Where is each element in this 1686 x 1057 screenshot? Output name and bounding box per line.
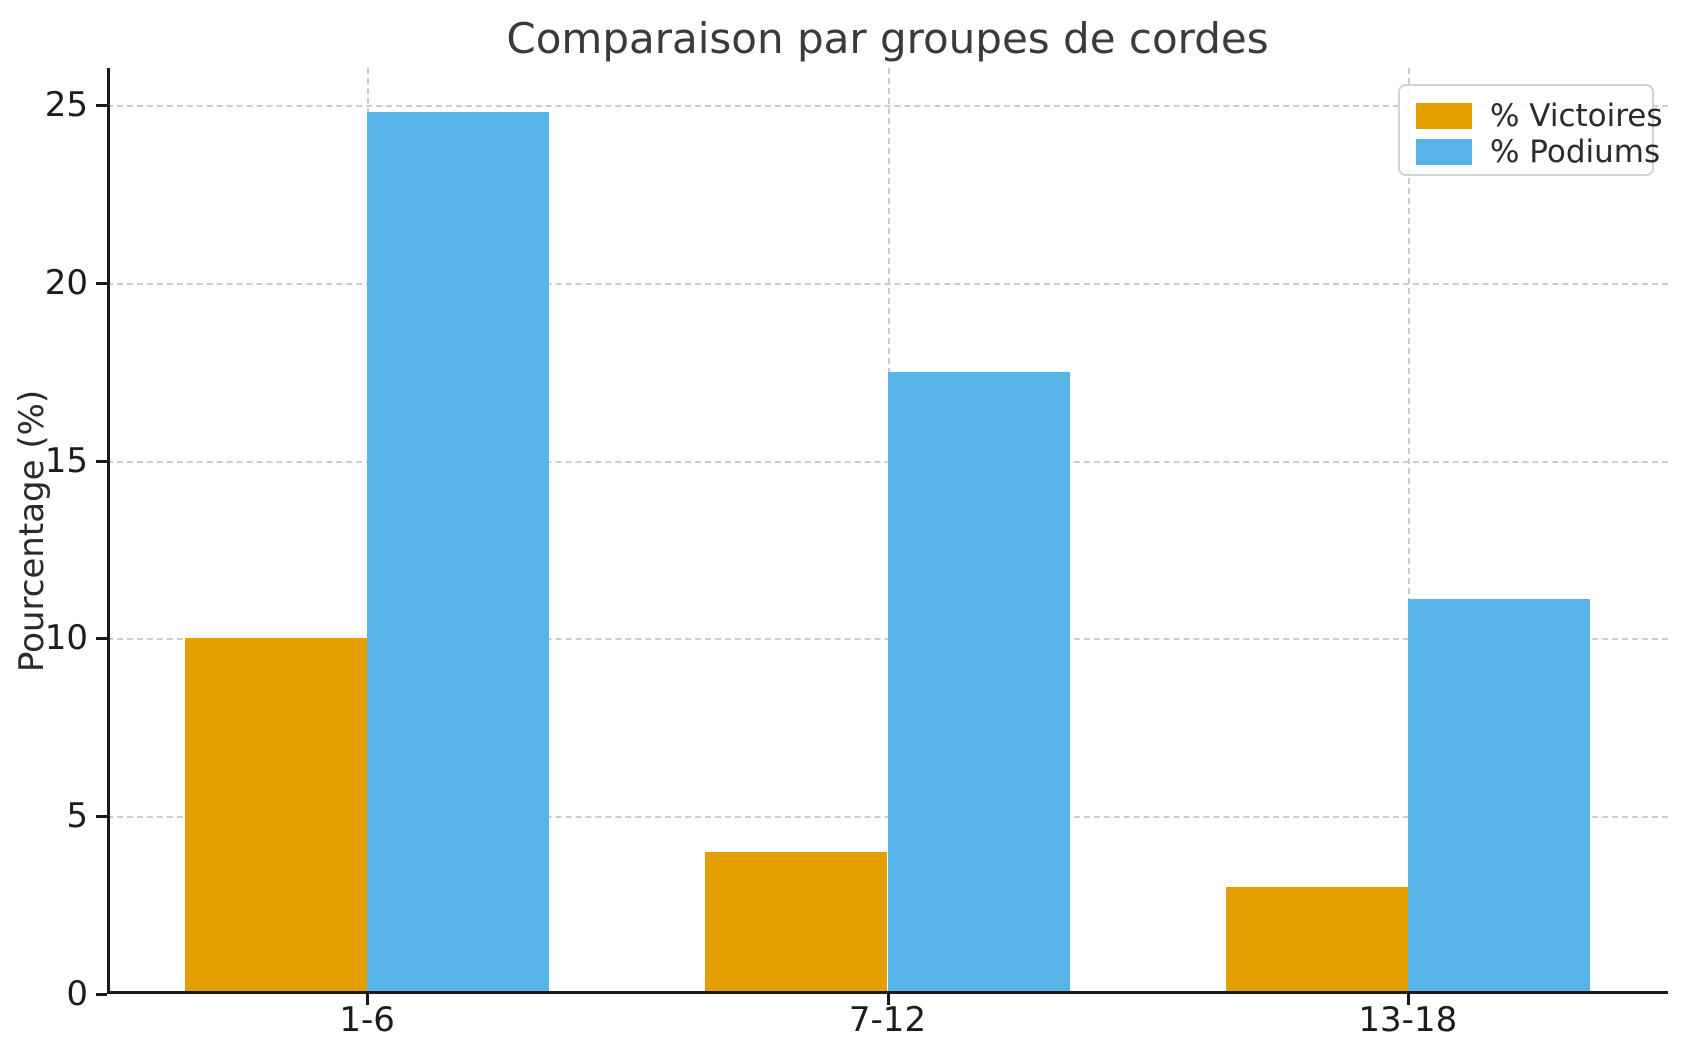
y-tick-mark bbox=[96, 637, 107, 641]
x-axis-spine bbox=[107, 991, 1668, 994]
x-gridline bbox=[1407, 68, 1410, 994]
y-tick-label: 15 bbox=[44, 440, 88, 481]
legend-swatch-victoires bbox=[1416, 103, 1472, 129]
bar--podiums-1-6 bbox=[367, 112, 550, 994]
y-tick-mark bbox=[96, 103, 107, 107]
y-tick-label: 10 bbox=[44, 618, 88, 659]
y-axis-spine bbox=[107, 68, 110, 994]
x-tick-label: 13-18 bbox=[1358, 1000, 1458, 1040]
bar--victoires-7-12 bbox=[705, 851, 888, 994]
x-tick-label: 7-12 bbox=[848, 1000, 927, 1040]
x-tick-mark bbox=[366, 994, 370, 1005]
legend: % Victoires % Podiums bbox=[1398, 84, 1663, 176]
legend-label-podiums: % Podiums bbox=[1490, 134, 1661, 170]
legend-item-podiums: % Podiums bbox=[1416, 134, 1660, 170]
x-tick-mark bbox=[886, 994, 890, 1005]
bar--podiums-13-18 bbox=[1407, 599, 1590, 994]
y-tick-label: 25 bbox=[44, 84, 88, 125]
legend-item-victoires: % Victoires bbox=[1416, 98, 1663, 134]
bar--victoires-1-6 bbox=[185, 638, 368, 994]
legend-swatch-podiums bbox=[1416, 139, 1472, 165]
x-tick-label: 1-6 bbox=[339, 1000, 395, 1040]
y-tick-label: 0 bbox=[66, 974, 88, 1014]
y-tick-mark bbox=[96, 281, 107, 285]
bar--podiums-7-12 bbox=[887, 371, 1070, 994]
legend-label-victoires: % Victoires bbox=[1490, 98, 1663, 134]
x-tick-mark bbox=[1406, 994, 1410, 1005]
y-tick-label: 5 bbox=[66, 796, 88, 837]
chart-title: Comparaison par groupes de cordes bbox=[506, 14, 1269, 63]
y-tick-mark bbox=[96, 459, 107, 463]
y-tick-mark bbox=[96, 815, 107, 819]
bar--victoires-13-18 bbox=[1225, 887, 1408, 994]
plot-area bbox=[107, 68, 1668, 994]
y-tick-label: 20 bbox=[44, 262, 88, 303]
y-tick-mark bbox=[96, 993, 107, 996]
